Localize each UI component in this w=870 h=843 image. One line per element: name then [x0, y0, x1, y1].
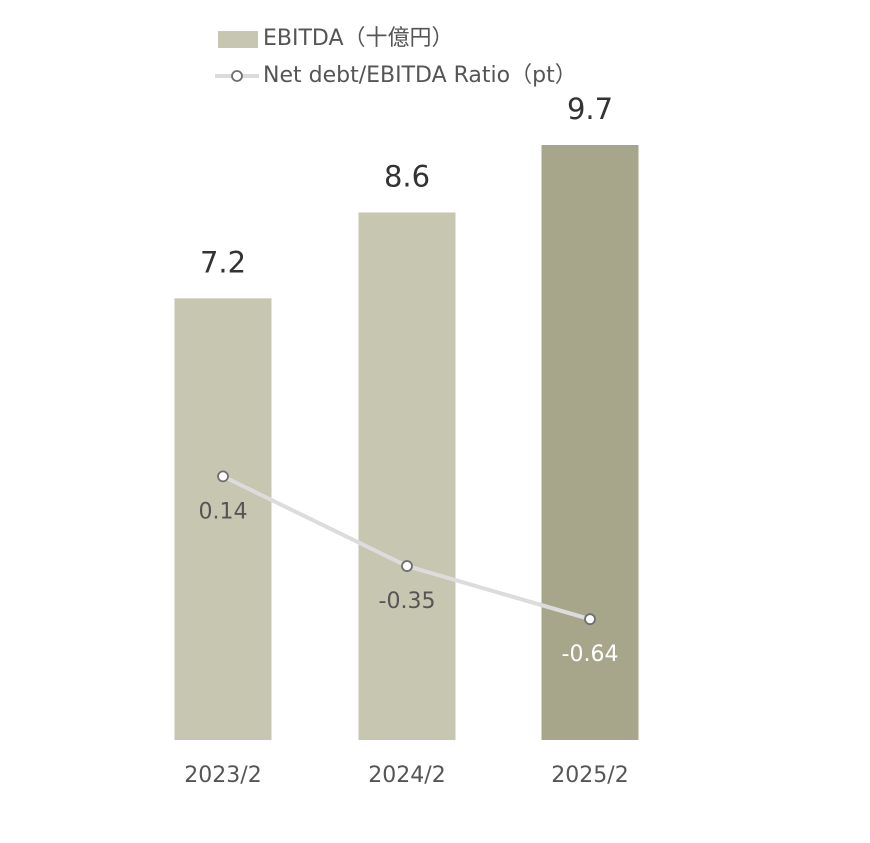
- bar-value-labels: 7.2 8.6 9.7: [200, 92, 613, 279]
- bar-value-label: 9.7: [567, 92, 613, 126]
- x-tick-label: 2023/2: [184, 763, 261, 788]
- ratio-point: [217, 470, 229, 483]
- ratio-point: [401, 560, 413, 572]
- bar-2025-2: [541, 145, 639, 740]
- legend-swatch-ebitda: [218, 31, 258, 48]
- legend-label-ratio: Net debt/EBITDA Ratio（pt）: [263, 63, 577, 88]
- bar-value-label: 7.2: [200, 245, 246, 279]
- legend: EBITDA（十億円） Net debt/EBITDA Ratio（pt）: [215, 26, 577, 88]
- legend-label-ebitda: EBITDA（十億円）: [263, 26, 454, 51]
- ratio-value-label: -0.35: [379, 589, 436, 614]
- x-tick-label: 2025/2: [551, 763, 628, 788]
- ratio-value-label: 0.14: [199, 499, 248, 524]
- bar-series: [174, 145, 639, 740]
- x-axis-tick-labels: 2023/2 2024/2 2025/2: [184, 763, 628, 788]
- bar-value-label: 8.6: [384, 159, 430, 193]
- bar-2024-2: [358, 212, 456, 740]
- ratio-value-label: -0.64: [562, 642, 619, 667]
- legend-swatch-ratio-marker: [231, 70, 243, 82]
- ratio-value-labels: 0.14 -0.35 -0.64: [199, 499, 619, 667]
- ratio-point: [584, 613, 596, 626]
- bar-2023-2: [174, 298, 272, 740]
- ratio-line-series: [217, 470, 596, 626]
- x-tick-label: 2024/2: [368, 763, 445, 788]
